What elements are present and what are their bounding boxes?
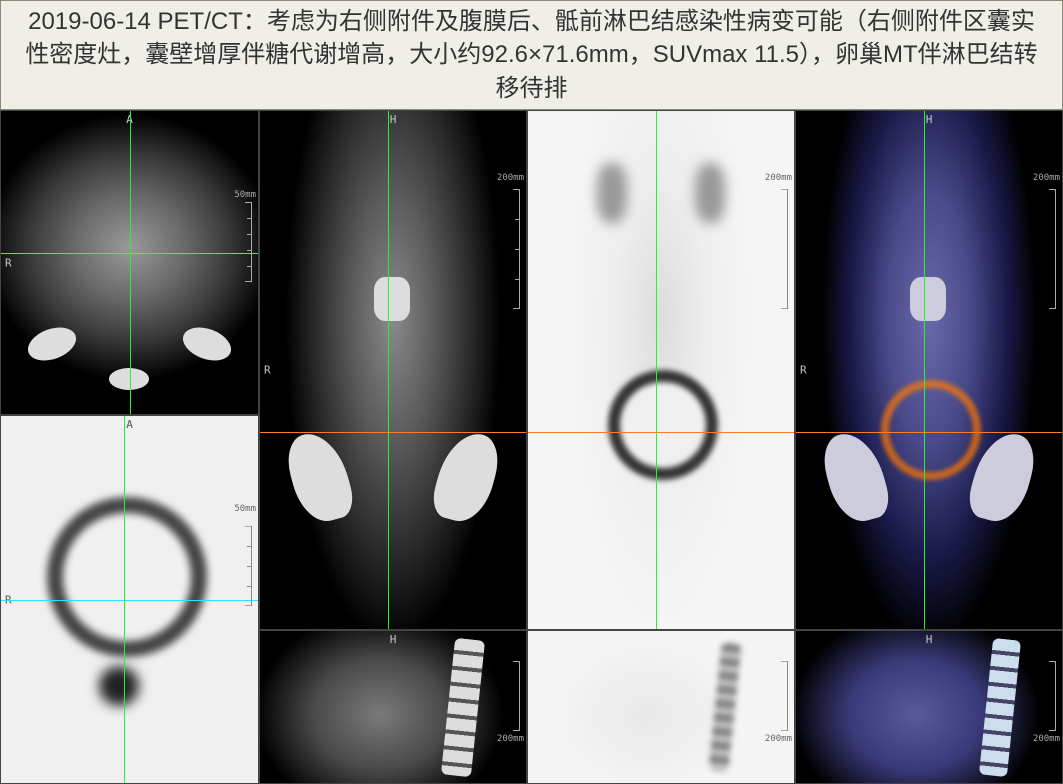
scale-ruler — [780, 189, 788, 309]
pet-uptake-ring — [47, 497, 207, 657]
pane-coronal-fusion[interactable]: H R 200mm — [795, 110, 1063, 630]
crosshair-horizontal[interactable] — [796, 432, 1062, 433]
sagittal-row: H 200mm H 200mm H 200mm — [259, 630, 1063, 784]
scale-label: 200mm — [497, 734, 524, 744]
ct-tissue — [260, 111, 526, 629]
scale-label: 200mm — [765, 734, 792, 744]
scale-ruler — [244, 526, 252, 606]
crosshair-horizontal[interactable] — [528, 432, 794, 433]
ct-tissue — [260, 631, 526, 783]
scale-label: 50mm — [234, 504, 256, 514]
report-title: 2019-06-14 PET/CT：考虑为右侧附件及腹膜后、骶前淋巴结感染性病变… — [21, 5, 1042, 106]
fusion-tissue — [796, 631, 1062, 783]
scale-label: 200mm — [1033, 734, 1060, 744]
report-header: 2019-06-14 PET/CT：考虑为右侧附件及腹膜后、骶前淋巴结感染性病变… — [0, 0, 1063, 110]
crosshair-vertical[interactable] — [388, 111, 389, 629]
orientation-marker-head: H — [926, 633, 933, 646]
crosshair-vertical[interactable] — [924, 111, 925, 629]
scale-ruler — [244, 202, 252, 282]
pane-coronal-pet[interactable]: H R 200mm — [527, 110, 795, 630]
pet-body — [528, 631, 794, 783]
axial-column: A R 50mm A R 50mm — [0, 110, 259, 784]
crosshair-horizontal[interactable] — [260, 432, 526, 433]
orientation-marker-head: H — [390, 633, 397, 646]
coronal-row: H R 200mm H R 200mm — [259, 110, 1063, 630]
fusion-hotring — [881, 380, 981, 480]
scale-label: 200mm — [765, 173, 792, 183]
fusion-bone — [910, 277, 946, 321]
scale-label: 200mm — [497, 173, 524, 183]
crosshair-vertical[interactable] — [124, 416, 125, 783]
mpr-column: H R 200mm H R 200mm — [259, 110, 1063, 784]
pet-kidney — [695, 163, 725, 223]
pane-axial-pet[interactable]: A R 50mm — [0, 415, 259, 784]
crosshair-horizontal[interactable] — [1, 600, 258, 601]
image-grid: A R 50mm A R 50mm — [0, 110, 1063, 784]
pet-kidney — [597, 163, 627, 223]
scale-ruler — [512, 189, 520, 309]
fusion-tissue — [796, 111, 1062, 629]
pet-hotspot — [99, 666, 139, 706]
scale-ruler — [1048, 661, 1056, 731]
scale-label: 50mm — [234, 190, 256, 200]
scale-ruler — [512, 661, 520, 731]
pet-uptake-ring — [608, 370, 718, 480]
orientation-marker-head: H — [390, 113, 397, 126]
orientation-marker-anterior: A — [126, 418, 133, 431]
pane-sagittal-pet[interactable]: H 200mm — [527, 630, 795, 784]
orientation-marker-head: H — [926, 113, 933, 126]
orientation-marker-right: R — [264, 364, 271, 377]
pane-sagittal-fusion[interactable]: H 200mm — [795, 630, 1063, 784]
ct-bone-spine — [374, 277, 410, 321]
orientation-marker-right: R — [800, 364, 807, 377]
pane-axial-ct[interactable]: A R 50mm — [0, 110, 259, 415]
pane-coronal-ct[interactable]: H R 200mm — [259, 110, 527, 630]
scale-ruler — [1048, 189, 1056, 309]
scale-ruler — [780, 661, 788, 731]
orientation-marker-right: R — [5, 256, 12, 269]
scale-label: 200mm — [1033, 173, 1060, 183]
crosshair-vertical[interactable] — [130, 111, 131, 414]
crosshair-vertical[interactable] — [656, 111, 657, 629]
pane-sagittal-ct[interactable]: H 200mm — [259, 630, 527, 784]
